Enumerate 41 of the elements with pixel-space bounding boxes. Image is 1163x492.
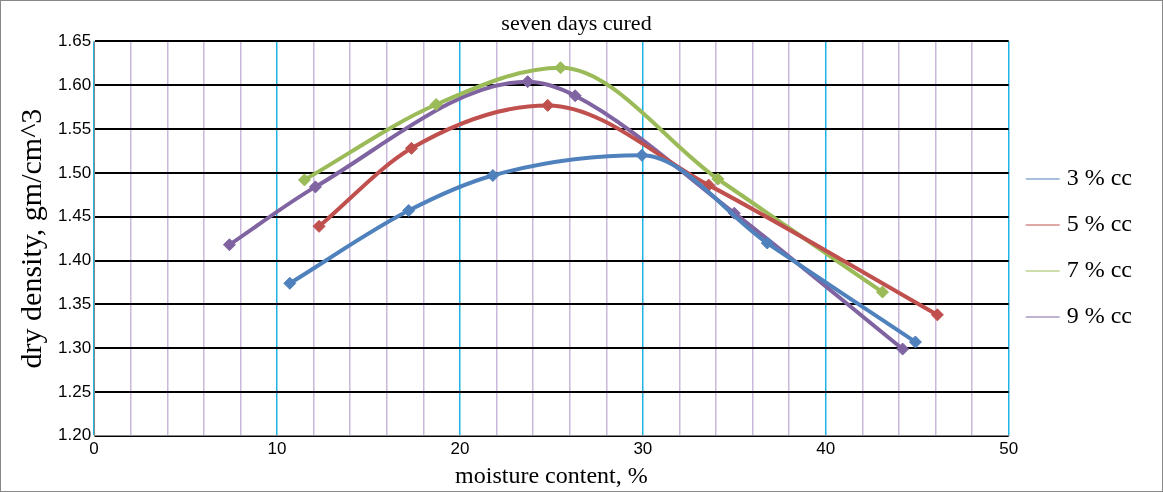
point: [875, 285, 889, 299]
chart-title: seven days cured: [501, 9, 652, 35]
point: [635, 148, 649, 162]
point: [702, 178, 716, 192]
legend-label: 7 % cc: [1066, 256, 1132, 283]
point: [486, 169, 500, 182]
y-tick-label: 1.25: [57, 381, 92, 401]
point: [312, 219, 326, 233]
point: [222, 238, 236, 252]
point: [568, 89, 582, 103]
y-tick-label: 1.30: [57, 337, 92, 357]
y-tick-label: 1.45: [57, 206, 92, 226]
y-tick-label: 1.40: [57, 250, 92, 270]
point: [760, 236, 774, 250]
point: [283, 276, 297, 290]
y-tick-label: 1.50: [57, 162, 92, 182]
legend-label: 3 % cc: [1066, 164, 1132, 191]
x-axis-title: moisture content, %: [455, 461, 648, 488]
point: [308, 180, 322, 194]
point: [404, 141, 418, 155]
legend-label: 9 % cc: [1066, 302, 1132, 329]
x-tick-label: 40: [816, 438, 836, 458]
point: [930, 308, 944, 322]
point: [541, 98, 555, 112]
y-axis-title: dry density, gm/cm^3: [13, 108, 47, 369]
point: [711, 172, 725, 186]
y-tick-label: 1.60: [57, 74, 92, 94]
x-tick-label: 50: [999, 438, 1019, 458]
legend-label: 5 % cc: [1066, 210, 1132, 237]
y-tick-label: 1.35: [57, 294, 92, 314]
x-tick-label: 30: [633, 438, 653, 458]
point: [908, 335, 922, 349]
x-tick-label: 20: [450, 438, 470, 458]
y-tick-label: 1.55: [57, 118, 92, 138]
point: [429, 98, 443, 111]
point: [402, 204, 416, 218]
y-tick-label: 1.65: [57, 31, 92, 51]
point: [896, 342, 910, 356]
x-tick-label: 10: [267, 438, 287, 458]
point: [297, 173, 311, 187]
x-tick-label: 0: [89, 438, 99, 458]
